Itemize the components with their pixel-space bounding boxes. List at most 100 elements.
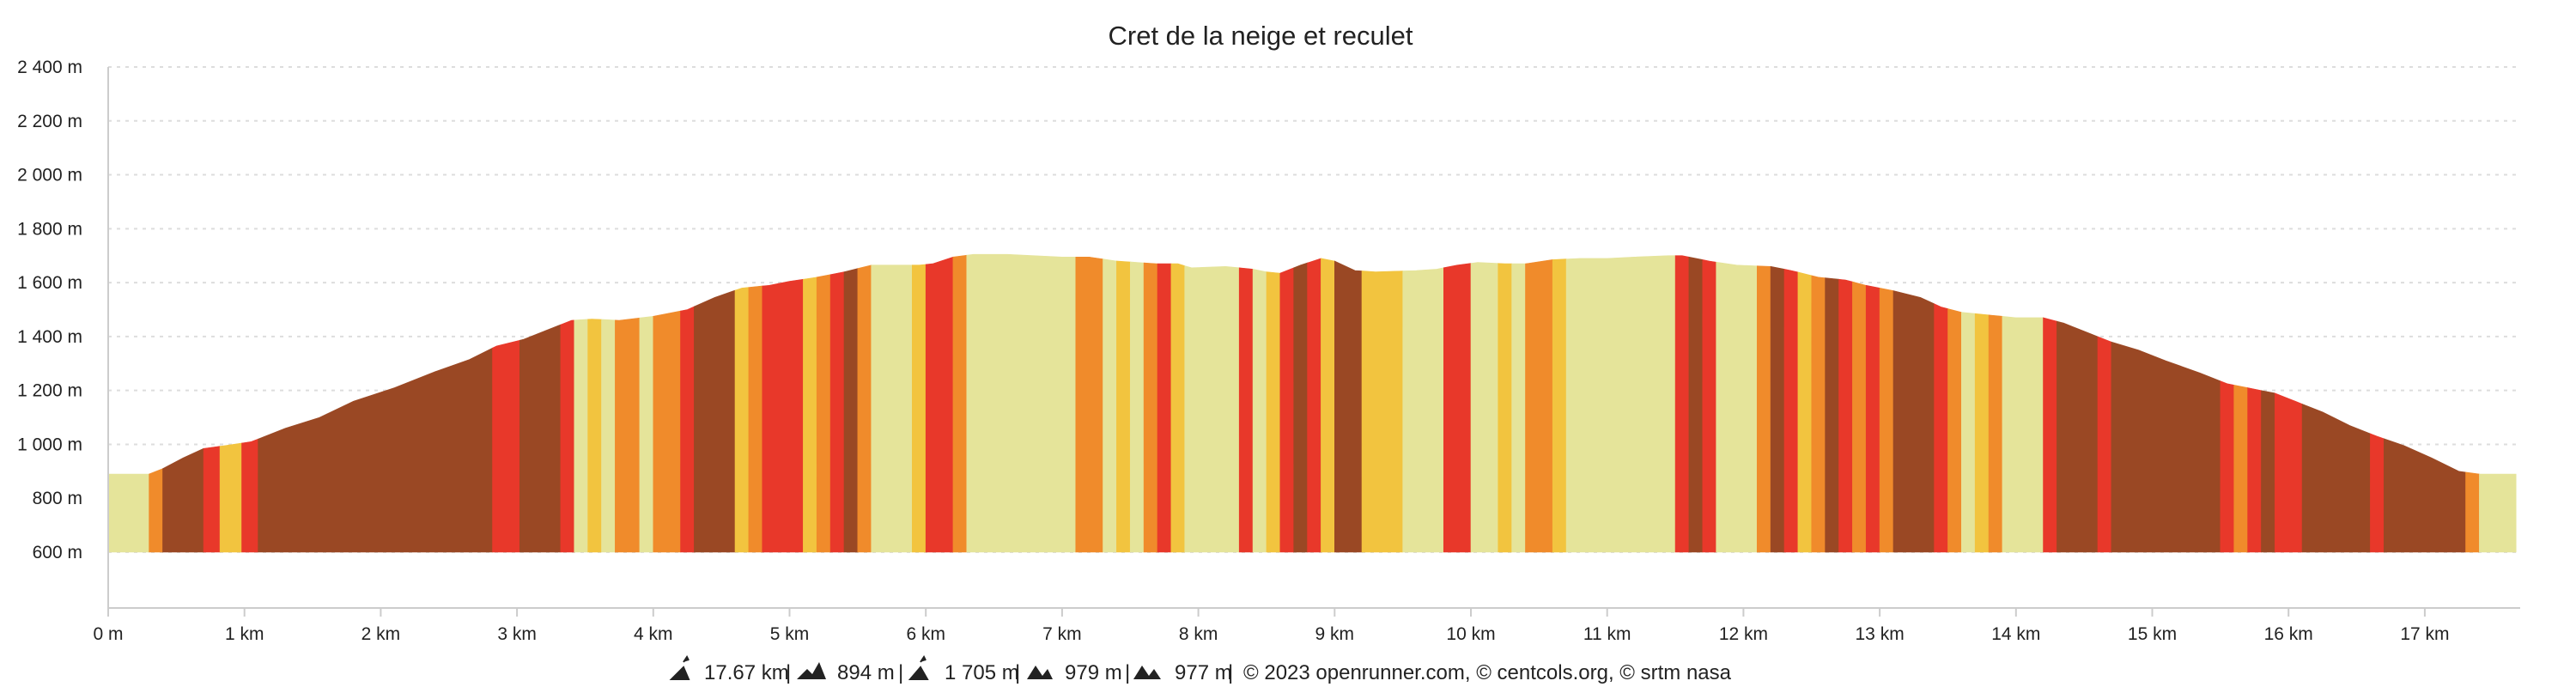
y-tick-label: 800 m — [33, 489, 82, 508]
axes — [107, 67, 2520, 609]
elevation-band — [1770, 265, 1785, 553]
x-tick-label: 13 km — [1856, 624, 1905, 644]
x-tick-label: 16 km — [2264, 624, 2313, 644]
elevation-band — [1266, 271, 1281, 553]
elevation-band — [2479, 473, 2517, 553]
elevation-band — [1865, 284, 1880, 553]
elevation-band — [1838, 278, 1853, 553]
elevation-band — [1934, 303, 1948, 553]
elevation-band — [560, 319, 575, 553]
elevation-band — [1783, 269, 1799, 553]
elevation-band — [107, 473, 149, 553]
elevation-band — [1170, 263, 1186, 553]
footer-separator: | — [898, 661, 903, 684]
footer-separator: | — [1125, 661, 1130, 684]
elevation-band — [1402, 267, 1444, 553]
elevation-band — [601, 319, 616, 553]
y-tick-label: 1 400 m — [17, 327, 82, 347]
elevation-band — [1293, 262, 1308, 553]
elevation-band — [1960, 312, 1976, 553]
elevation-band — [2261, 390, 2275, 553]
elevation-band — [2465, 471, 2480, 553]
x-tick-label: 8 km — [1179, 624, 1218, 644]
elevation-band — [1797, 271, 1813, 553]
elevation-band — [2220, 380, 2235, 553]
elevation-band — [1552, 258, 1567, 553]
descent-value-1: 979 m — [1065, 661, 1122, 684]
x-tick-label: 2 km — [361, 624, 401, 644]
elevation-band — [519, 324, 562, 553]
elevation-band — [492, 339, 520, 553]
elevation-band — [816, 274, 831, 553]
chart-title: Cret de la neige et reculet — [1109, 21, 1413, 51]
elevation-band — [241, 438, 258, 553]
elevation-band — [1252, 269, 1267, 553]
x-tick-label: 9 km — [1315, 624, 1355, 644]
route-stats-footer: 17.67 km | 894 m | 1 705 m | 979 m | 977… — [669, 655, 1732, 684]
elevation-band — [574, 319, 588, 553]
elevation-band — [1974, 313, 1990, 553]
elevation-band — [2301, 403, 2371, 553]
elevation-band — [680, 306, 695, 553]
elevation-band — [258, 347, 493, 553]
elevation-band — [1334, 260, 1363, 553]
elevation-band — [1852, 281, 1867, 553]
elevation-band — [2247, 387, 2262, 553]
elevation-band — [966, 253, 1077, 553]
elevation-band — [748, 285, 763, 553]
descent-alt-icon — [1133, 666, 1161, 679]
max-altitude-value: 1 705 m — [945, 661, 1019, 684]
elevation-band — [162, 447, 204, 553]
elevation-band — [2233, 385, 2248, 553]
elevation-band — [1756, 265, 1771, 553]
elevation-band — [2057, 320, 2099, 553]
x-tick-label: 14 km — [1991, 624, 2040, 644]
elevation-gain-value: 894 m — [837, 661, 895, 684]
elevation-band — [925, 256, 954, 553]
elevation-band — [2370, 433, 2385, 553]
footer-separator: | — [786, 661, 791, 684]
elevation-band — [1443, 263, 1472, 553]
footer-separator: | — [1015, 661, 1020, 684]
y-tick-label: 1 200 m — [17, 381, 82, 401]
x-tick-label: 12 km — [1719, 624, 1768, 644]
elevation-band — [1321, 258, 1335, 553]
distance-value: 17.67 km — [704, 661, 789, 684]
x-tick-label: 7 km — [1042, 624, 1082, 644]
elevation-band — [2097, 336, 2112, 553]
y-tick-label: 1 600 m — [17, 273, 82, 293]
descent-icon — [1027, 666, 1053, 679]
elevation-band — [1947, 308, 1962, 553]
x-tick-label: 11 km — [1583, 624, 1631, 644]
elevation-band — [762, 278, 804, 553]
elevation-band — [1307, 258, 1321, 553]
elevation-band — [857, 264, 872, 553]
elevation-bands — [107, 253, 2517, 553]
elevation-band — [2111, 341, 2221, 553]
x-axis-ticks: 0 m 1 km 2 km 3 km 4 km 5 km 6 km 7 km 8 km 9 km 1… — [93, 608, 2450, 644]
max-altitude-icon — [908, 655, 929, 680]
elevation-band — [1129, 261, 1145, 553]
x-tick-label: 0 m — [93, 624, 123, 644]
x-tick-label: 5 km — [770, 624, 810, 644]
elevation-band — [829, 271, 845, 553]
footer-separator: | — [1228, 661, 1233, 684]
elevation-band — [1238, 267, 1254, 553]
elevation-band — [803, 277, 817, 553]
elevation-band — [1157, 263, 1172, 553]
y-tick-label: 2 400 m — [17, 58, 82, 77]
elevation-band — [1184, 265, 1240, 553]
y-tick-label: 1 000 m — [17, 435, 82, 454]
x-tick-label: 15 km — [2128, 624, 2177, 644]
elevation-band — [1688, 256, 1704, 553]
elevation-band — [1988, 314, 2003, 553]
elevation-band — [1511, 263, 1526, 553]
elevation-band — [1498, 263, 1512, 553]
elevation-band — [871, 264, 913, 553]
x-tick-label: 3 km — [497, 624, 537, 644]
elevation-band — [1470, 262, 1499, 553]
elevation-band — [1674, 255, 1690, 553]
elevation-band — [1103, 258, 1117, 553]
elevation-band — [2002, 315, 2044, 553]
